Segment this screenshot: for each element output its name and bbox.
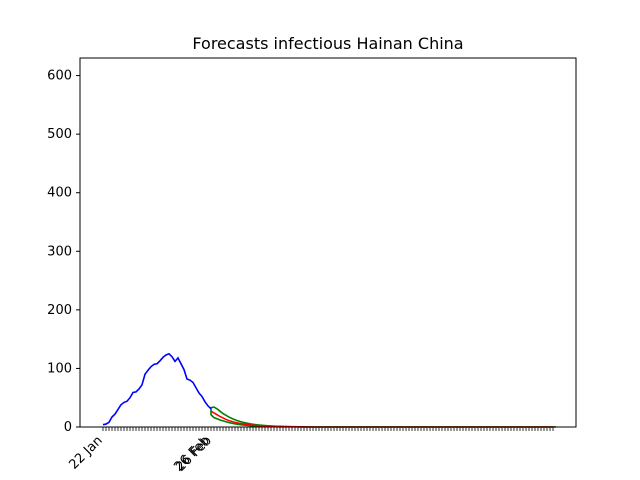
plot-frame [79, 57, 577, 428]
chart-title: Forecasts infectious Hainan China [192, 34, 463, 53]
y-tick-label: 100 [47, 361, 72, 376]
y-axis: 0 100 200 300 400 500 600 [47, 69, 80, 435]
y-tick-label: 400 [47, 186, 72, 201]
observed-line [102, 352, 212, 426]
y-tick-label: 0 [64, 420, 72, 435]
y-tick-label: 600 [47, 69, 72, 84]
y-tick-label: 200 [47, 303, 72, 318]
y-tick-label: 500 [47, 127, 72, 142]
y-tick-label: 300 [47, 244, 72, 259]
